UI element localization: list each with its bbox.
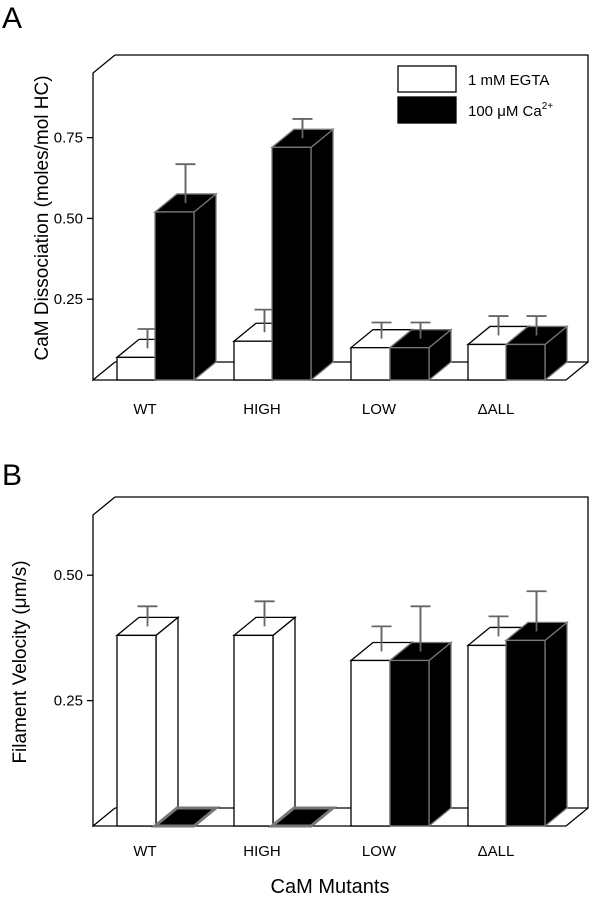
panel-a-letter: A [2,2,22,35]
bar-front [116,356,157,381]
legend: 1 mM EGTA 100 μM Ca2+ [397,65,553,124]
bar-side [544,621,568,828]
y-tick-label: 0.25 [54,693,83,710]
category-label: WT [133,843,156,860]
bar-egta [232,600,297,828]
category-label: LOW [362,401,397,418]
bar-side [193,192,217,382]
legend-swatch-calcium [397,96,457,124]
bar-front [271,146,312,381]
y-tick-label: 0.50 [54,210,83,227]
panel-a-bars [115,118,569,382]
bar-front [233,340,274,381]
bar-front [350,659,391,827]
category-label: ΔALL [478,843,515,860]
bar-calcium [388,321,453,382]
bar-front [233,634,274,827]
y-tick-label: 0.50 [54,567,83,584]
category-label: LOW [362,843,397,860]
bar-front [467,644,508,827]
bar-side [428,641,452,828]
panel-a-category-labels: WT HIGH LOW ΔALL [133,401,514,418]
legend-label-calcium-main: 100 μM Ca [468,103,542,120]
bar-front [505,343,546,381]
panel-a-side-wall [92,54,116,382]
bar-front [116,634,157,827]
bar-calcium [504,590,569,828]
panel-b-bars [115,590,569,828]
bar-calcium [504,315,569,382]
legend-swatch-egta [397,65,457,93]
category-label: HIGH [243,843,281,860]
bar-egta [115,605,180,828]
x-axis-label: CaM Mutants [271,876,390,898]
panel-a-y-ticks: 0.25 0.50 0.75 [54,130,93,308]
bar-side [310,127,334,382]
bar-top [150,806,221,828]
bar-top [267,806,338,828]
bar-calcium [150,806,221,828]
category-label: ΔALL [478,401,515,418]
panel-b: B 0.25 0.50 WT HIGH LOW ΔALL Filament Veloci… [2,459,589,860]
panel-a-y-axis-label: CaM Dissociation (moles/mol HC) [32,75,53,360]
panel-b-side-wall [92,496,116,828]
bar-front [154,211,195,381]
panel-b-y-axis-label: Filament Velocity (μm/s) [10,560,31,763]
bar-front [389,659,430,827]
bar-side [155,616,179,828]
bar-calcium [153,163,218,382]
panel-b-category-labels: WT HIGH LOW ΔALL [133,843,514,860]
bar-side [272,616,296,828]
bar-calcium [270,118,335,382]
panel-b-letter: B [2,459,22,492]
bar-calcium [267,806,338,828]
legend-label-egta: 1 mM EGTA [468,72,549,89]
panel-a: A 0.25 0.50 0.75 WT HIGH LOW ΔALL CaM Dissoci… [2,2,589,418]
category-label: HIGH [243,401,281,418]
legend-label-calcium-sup: 2+ [542,101,554,112]
bar-front [505,639,546,827]
bar-egta [115,328,180,382]
legend-label-calcium: 100 μM Ca2+ [468,101,553,120]
y-tick-label: 0.25 [54,291,83,308]
bar-front [467,343,508,381]
y-tick-label: 0.75 [54,130,83,147]
bar-front [350,347,391,381]
bar-front [389,347,430,381]
panel-b-y-ticks: 0.25 0.50 [54,567,93,710]
bar-calcium [388,605,453,828]
category-label: WT [133,401,156,418]
